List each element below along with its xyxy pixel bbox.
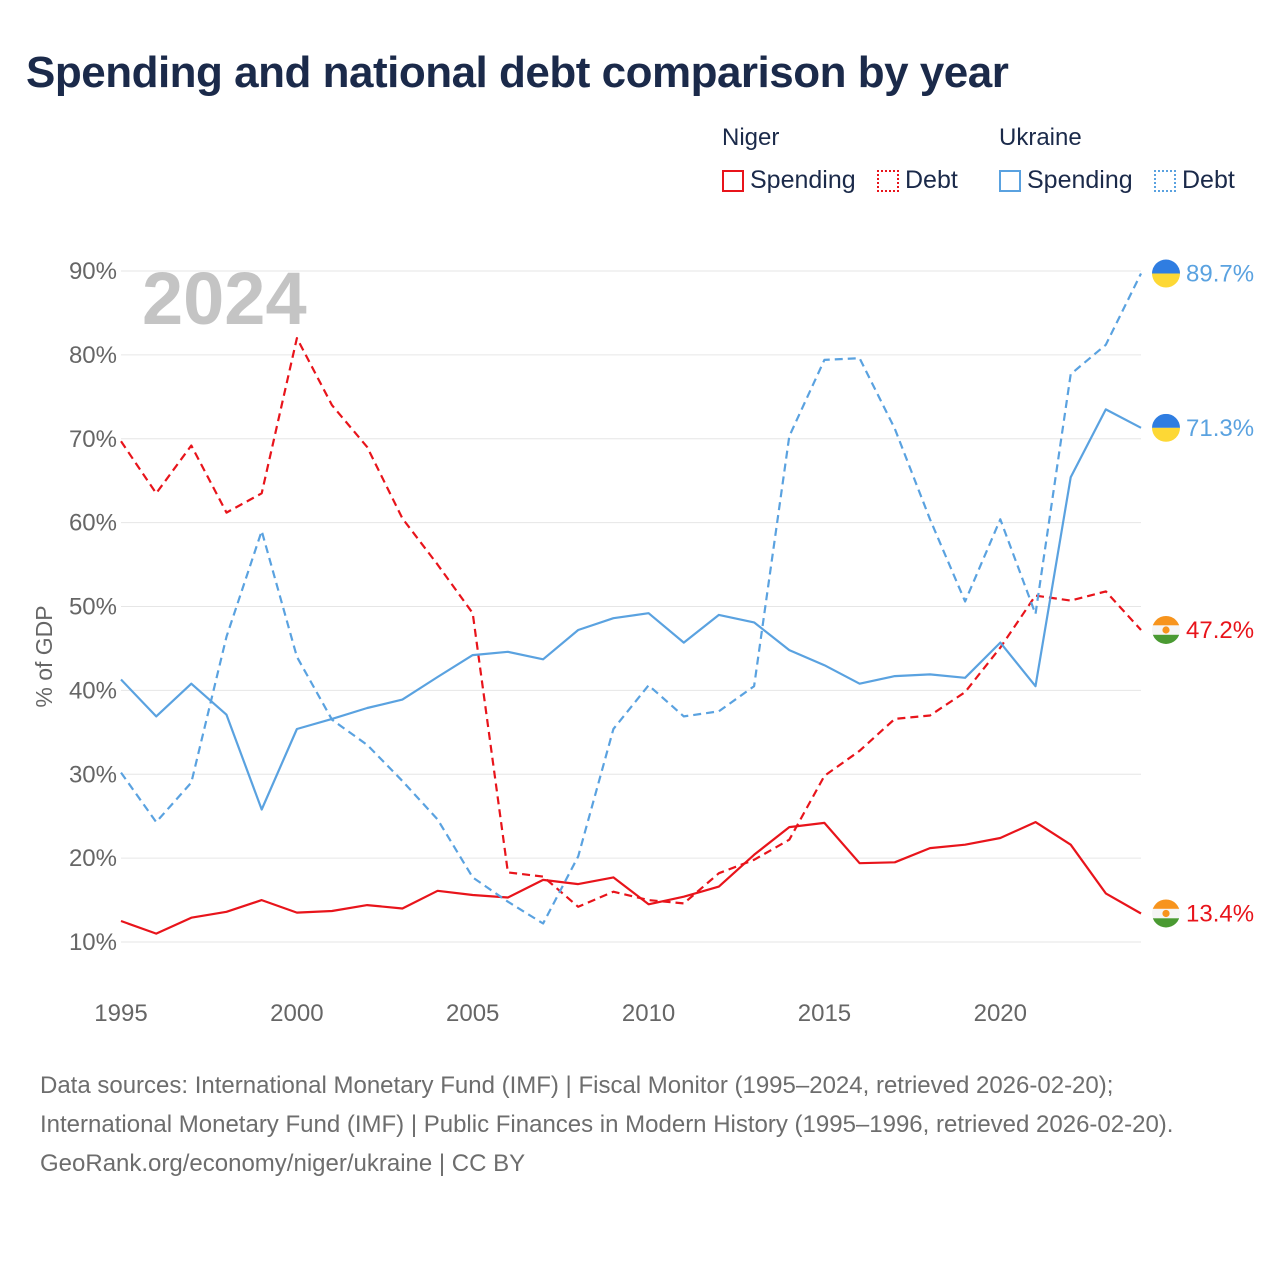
legend-swatch-ukraine-spending — [999, 169, 1021, 192]
y-axis-title: % of GDP — [31, 605, 57, 707]
x-tick-label: 2010 — [622, 1000, 675, 1027]
series-line-niger-spending — [120, 820, 1142, 935]
y-tick-label: 40% — [69, 677, 117, 704]
year-watermark: 2024 — [142, 257, 307, 340]
legend-label: Spending — [1027, 166, 1133, 194]
attribution: GeoRank.org/economy/niger/ukraine | CC B… — [40, 1150, 526, 1177]
chart-title: Spending and national debt comparison by… — [26, 48, 1009, 97]
data-sources: Data sources: International Monetary Fun… — [40, 1072, 1174, 1138]
line-chart: 10% 20% 30% 40% 50% 60% 70% 80% 90% 1995 2000 2005 2… — [31, 257, 1254, 1027]
x-tick-label: 1995 — [94, 1000, 147, 1027]
legend-ukraine-spending[interactable]: Spending — [999, 166, 1133, 195]
y-tick-label: 60% — [69, 510, 117, 537]
x-tick-label: 2020 — [974, 1000, 1027, 1027]
y-tick-label: 90% — [69, 258, 117, 285]
legend-swatch-niger-debt — [877, 169, 899, 192]
legend-swatch-ukraine-debt — [1154, 169, 1176, 192]
series-line-ukraine-spending — [120, 408, 1142, 811]
y-tick-label: 30% — [69, 761, 117, 788]
legend-swatch-niger-spending — [722, 169, 744, 192]
niger-flag-icon — [1152, 615, 1180, 644]
end-value-label: 13.4% — [1186, 900, 1254, 927]
legend-niger-debt[interactable]: Debt — [877, 166, 958, 195]
end-value-label: 89.7% — [1186, 261, 1254, 288]
legend-label: Debt — [905, 166, 958, 194]
end-value-label: 47.2% — [1186, 617, 1254, 644]
niger-flag-icon — [1152, 899, 1180, 928]
footer: Data sources: International Monetary Fun… — [40, 1066, 1240, 1183]
end-value-label: 71.3% — [1186, 415, 1254, 442]
y-tick-label: 50% — [69, 594, 117, 621]
series-line-ukraine-debt — [120, 273, 1142, 925]
y-tick-label: 10% — [69, 929, 117, 956]
x-tick-label: 2015 — [798, 1000, 851, 1027]
legend-ukraine-debt[interactable]: Debt — [1154, 166, 1235, 195]
legend-label: Debt — [1182, 166, 1235, 194]
x-tick-label: 2005 — [446, 1000, 499, 1027]
legend-label: Spending — [750, 166, 856, 194]
y-tick-label: 20% — [69, 845, 117, 872]
legend-niger-spending[interactable]: Spending — [722, 166, 856, 195]
ukraine-flag-icon — [1152, 413, 1180, 442]
legend-group-niger: Niger — [722, 124, 780, 151]
x-tick-label: 2000 — [270, 1000, 323, 1027]
ukraine-flag-icon — [1152, 259, 1180, 288]
series-line-niger-debt — [120, 337, 1142, 908]
legend-group-ukraine: Ukraine — [999, 124, 1082, 151]
y-tick-label: 70% — [69, 426, 117, 453]
y-tick-label: 80% — [69, 342, 117, 369]
